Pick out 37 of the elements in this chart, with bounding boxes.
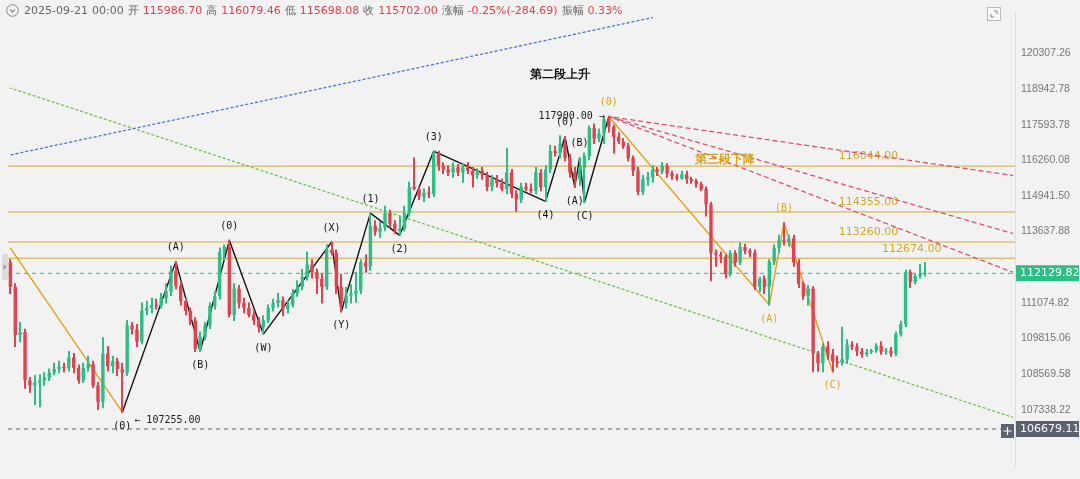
y-tick-label: 114941.50 [1021,188,1071,201]
ref-line-label: 112674.00 [882,241,942,255]
ref-line-label: 106679.11 [1020,421,1080,435]
annotation: (0) [220,219,239,231]
ref-line-label: 112129.82 [1020,266,1080,280]
y-tick-label: 109815.06 [1021,331,1071,344]
y-tick-label: 107338.22 [1021,402,1071,415]
chart-title: 2025-09-21 00:00 开 115986.70 高 116079.46 低 115698.08 收 115702.00 涨幅 -0.25%(-284.69) 振幅 0.33% [24,4,623,17]
annotation: (0) [113,419,132,431]
annotation: (3) [424,130,443,142]
y-tick-label: 117593.78 [1021,117,1071,130]
annotation: (X) [322,221,341,233]
annotation: ← 107255.00 [134,413,201,425]
annotation: (1) [361,192,380,204]
annotation: 第三段下降 [693,152,756,167]
annotation: (2) [390,242,409,254]
y-tick-label: 113637.88 [1021,224,1071,237]
ref-line-label: 114355.00 [838,195,899,209]
annotation: (B) [570,137,589,149]
y-tick-label: 120307.26 [1021,46,1071,59]
annotation: (Y) [332,319,351,331]
annotation: (4) [536,209,555,221]
y-tick-label: 111074.82 [1021,295,1070,308]
annotation: (W) [254,341,273,353]
annotation: (B) [191,359,210,371]
annotation: 第二段上升 [528,67,590,82]
annotation: (A) [565,194,584,206]
y-tick-label: 118942.78 [1021,81,1071,94]
y-tick-label: 116260.08 [1021,153,1071,166]
y-tick-label: 108569.58 [1021,367,1071,380]
annotation: (B) [774,202,793,214]
annotation: (C) [575,210,594,222]
annotation: (A) [760,312,779,324]
annotation: (A) [166,241,185,253]
ref-line-label: 113260.00 [838,225,899,239]
annotation: (C) [823,379,842,391]
annotation: (0) [599,96,618,108]
